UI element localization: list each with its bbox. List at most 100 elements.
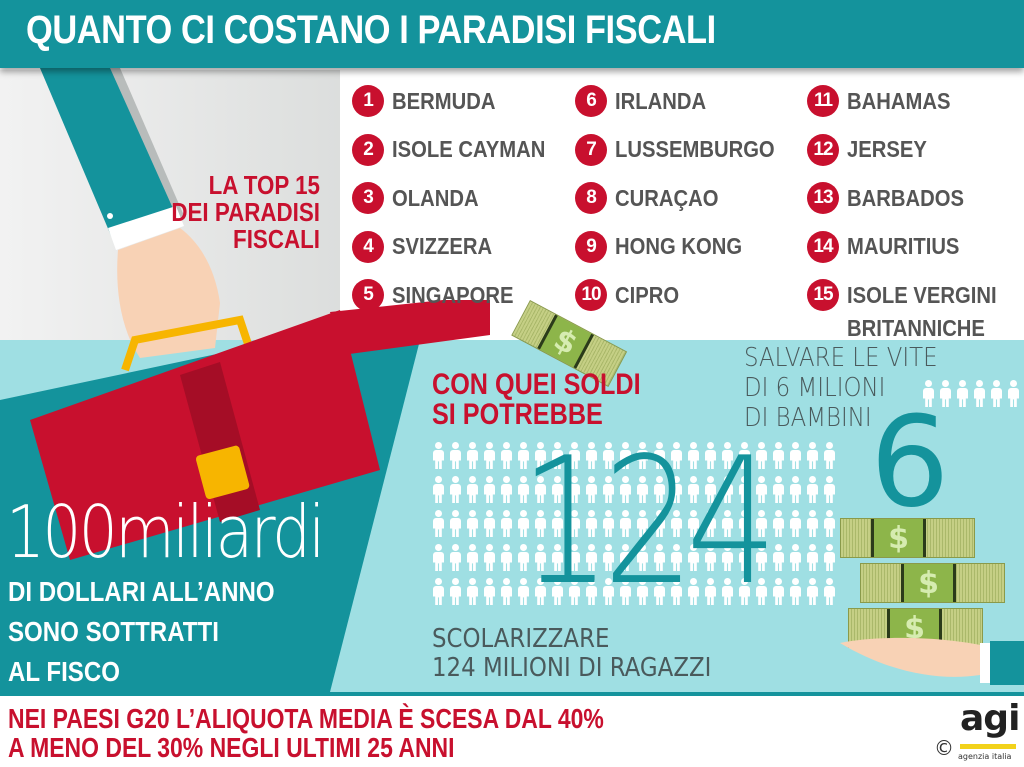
- person-icon: [704, 578, 717, 606]
- person-icon: [551, 442, 564, 470]
- person-icon: [602, 442, 615, 470]
- person-icon: [789, 442, 802, 470]
- person-icon: [973, 380, 986, 408]
- save-line-3: DI BAMBINI: [744, 403, 872, 433]
- person-icon: [789, 544, 802, 572]
- person-icon: [636, 578, 649, 606]
- person-icon: [585, 578, 598, 606]
- person-icon: [806, 544, 819, 572]
- country-name: BERMUDA: [392, 87, 496, 114]
- save-lives-text: SALVARE LE VITE DI 6 MILIONI DI BAMBINI: [744, 343, 938, 433]
- rank-badge: 1: [352, 85, 384, 117]
- person-icon: [670, 578, 683, 606]
- person-icon: [619, 442, 632, 470]
- person-icon: [755, 510, 768, 538]
- country-name: SVIZZERA: [392, 233, 493, 259]
- person-icon: [466, 476, 479, 504]
- person-icon: [568, 442, 581, 470]
- rank-badge: 8: [575, 182, 607, 214]
- person-icon: [670, 442, 683, 470]
- person-icon: [500, 578, 513, 606]
- main-stat-line-3: AL FISCO: [8, 656, 120, 687]
- person-icon: [755, 476, 768, 504]
- footer: [0, 692, 1024, 767]
- person-icon: [755, 544, 768, 572]
- rank-badge: 10: [575, 279, 607, 311]
- person-icon: [653, 442, 666, 470]
- person-icon: [956, 380, 969, 408]
- person-icon: [670, 544, 683, 572]
- person-icon: [772, 442, 785, 470]
- agi-logo: agi: [960, 698, 1020, 739]
- rank-item: 1 BERMUDA: [352, 85, 566, 117]
- person-icon: [636, 544, 649, 572]
- rank-badge: 15: [807, 279, 839, 311]
- person-icon: [619, 544, 632, 572]
- person-icon: [738, 510, 751, 538]
- could-heading-line-1: CON QUEI SOLDI: [432, 368, 641, 401]
- person-icon: [789, 578, 802, 606]
- person-icon: [806, 476, 819, 504]
- person-icon: [432, 442, 445, 470]
- person-icon: [483, 578, 496, 606]
- logo-subtitle: agenzia italia: [958, 752, 1012, 761]
- person-icon: [534, 476, 547, 504]
- person-icon: [738, 442, 751, 470]
- person-icon: [687, 476, 700, 504]
- person-icon: [551, 578, 564, 606]
- person-icon: [432, 578, 445, 606]
- person-icon: [823, 578, 836, 606]
- person-icon: [602, 544, 615, 572]
- open-hand-illustration: [840, 637, 1024, 685]
- person-icon: [755, 442, 768, 470]
- save-line-1: SALVARE LE VITE: [744, 343, 938, 373]
- rank-item: 14 MAURITIUS: [807, 230, 1017, 263]
- person-icon: [738, 578, 751, 606]
- rank-badge: 14: [807, 230, 839, 263]
- rank-badge: 12: [807, 133, 839, 166]
- country-name-line2: BRITANNICHE: [847, 314, 985, 341]
- person-icon: [568, 544, 581, 572]
- person-icon: [551, 544, 564, 572]
- rank-badge: 13: [807, 182, 839, 214]
- rank-item: 4 SVIZZERA: [352, 230, 566, 263]
- country-name: IRLANDA: [615, 87, 707, 114]
- person-icon: [687, 578, 700, 606]
- person-icon: [585, 476, 598, 504]
- person-icon: [687, 544, 700, 572]
- person-icon: [721, 544, 734, 572]
- rank-badge: 4: [352, 230, 384, 263]
- rank-item: 6 IRLANDA: [575, 85, 796, 117]
- save-line-2: DI 6 MILIONI: [744, 373, 886, 403]
- person-icon: [721, 578, 734, 606]
- person-icon: [483, 476, 496, 504]
- person-icon: [789, 510, 802, 538]
- person-icon: [772, 476, 785, 504]
- rank-badge: 2: [352, 133, 384, 166]
- person-icon: [823, 476, 836, 504]
- person-icon: [636, 510, 649, 538]
- person-icon: [922, 380, 935, 408]
- person-icon: [806, 510, 819, 538]
- person-icon: [534, 510, 547, 538]
- person-icon: [687, 442, 700, 470]
- person-icon: [551, 476, 564, 504]
- person-icon: [990, 380, 1003, 408]
- main-stat-description: DI DOLLARI ALL’ANNO SONO SOTTRATTI AL FI…: [8, 572, 275, 692]
- person-icon: [721, 510, 734, 538]
- rank-item: 7 LUSSEMBURGO: [575, 133, 796, 166]
- logo-yellow-bar: [960, 744, 1016, 749]
- rank-item: 15 ISOLE VERGINI: [807, 279, 1017, 311]
- country-name: MAURITIUS: [847, 233, 960, 259]
- person-icon: [568, 578, 581, 606]
- rank-item: 9 HONG KONG: [575, 230, 796, 263]
- person-icon: [704, 510, 717, 538]
- person-icon: [483, 544, 496, 572]
- rank-item: 13 BARBADOS: [807, 182, 1017, 214]
- rank-badge: 11: [807, 85, 839, 117]
- person-icon: [432, 476, 445, 504]
- person-icon: [619, 476, 632, 504]
- main-stat-line-1: DI DOLLARI ALL’ANNO: [8, 576, 275, 607]
- school-line-2: 124 MILIONI DI RAGAZZI: [432, 653, 712, 683]
- person-icon: [449, 442, 462, 470]
